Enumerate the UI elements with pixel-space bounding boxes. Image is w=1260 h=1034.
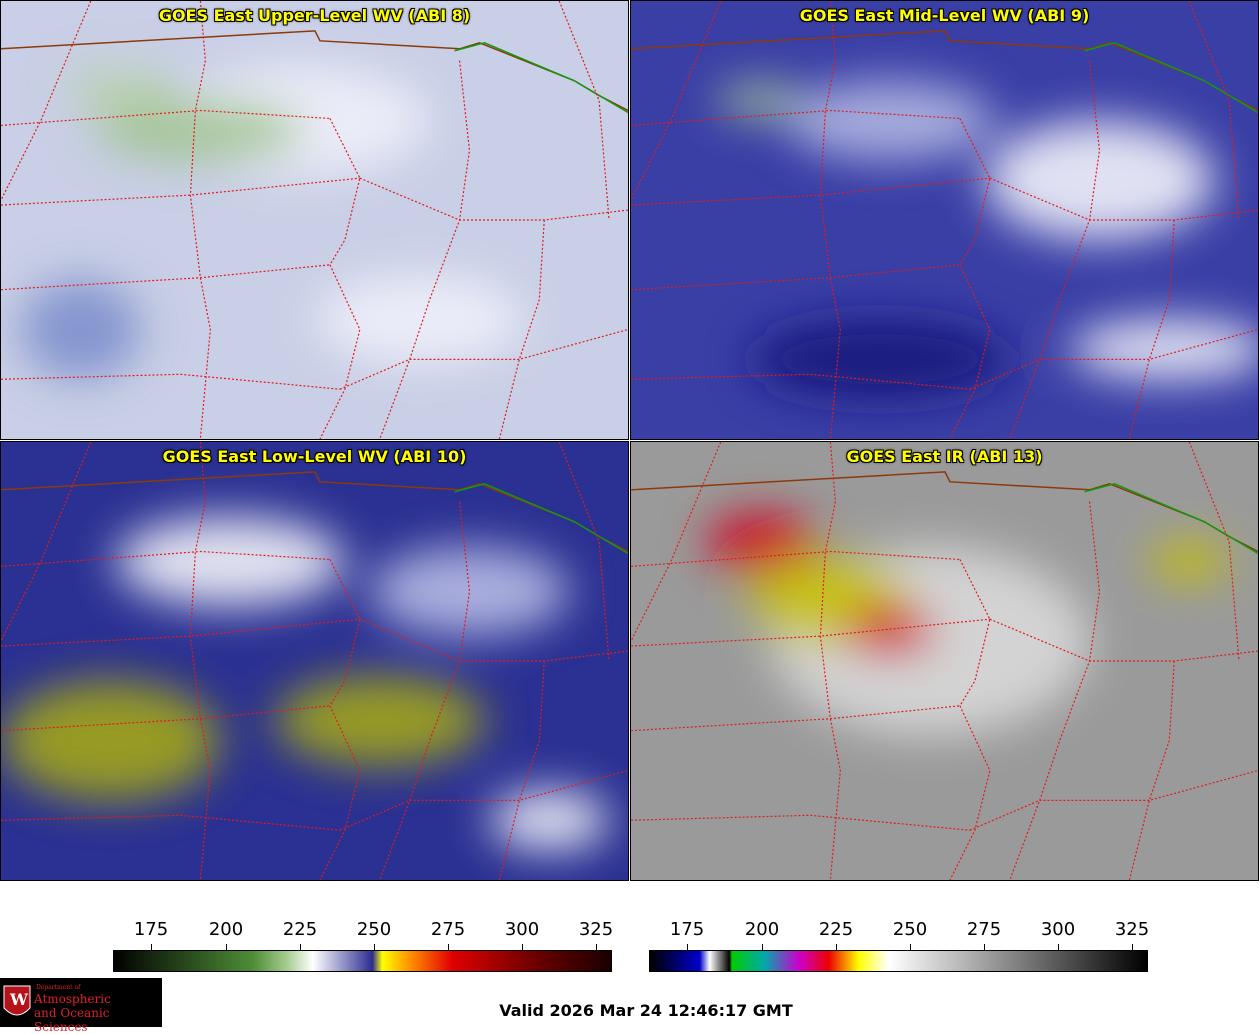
panel-title: GOES East Mid-Level WV (ABI 9) — [799, 6, 1090, 25]
colorbar-tick — [836, 944, 837, 950]
colorbar-tick — [226, 944, 227, 950]
satellite-image-mid-wv — [631, 1, 1258, 439]
panel-low-level-wv: GOES East Low-Level WV (ABI 10) — [0, 441, 629, 881]
colorbar-tick — [522, 944, 523, 950]
satellite-image-ir — [631, 442, 1258, 880]
colorbar-tick-label: 325 — [578, 919, 614, 940]
colorbar-tick — [762, 944, 763, 950]
colorbar-tick — [1058, 944, 1059, 950]
satellite-image-low-wv — [1, 442, 628, 880]
colorbar-tick-label: 300 — [504, 919, 540, 940]
colorbar-tick — [151, 944, 152, 950]
colorbar-tick-label: 200 — [208, 919, 244, 940]
panel-title: GOES East IR (ABI 13) — [846, 447, 1043, 466]
uw-crest-icon — [3, 985, 31, 1016]
colorbar-tick-label: 225 — [282, 919, 318, 940]
panel-ir: GOES East IR (ABI 13) — [630, 441, 1259, 881]
panel-upper-level-wv: GOES East Upper-Level WV (ABI 8) — [0, 0, 629, 440]
panel-title: GOES East Upper-Level WV (ABI 8) — [158, 6, 471, 25]
colorbar-tick-label: 325 — [1114, 919, 1150, 940]
ir-colorbar — [649, 950, 1148, 972]
colorbar-tick-label: 275 — [966, 919, 1002, 940]
colorbar-tick-label: 175 — [669, 919, 705, 940]
logo-badge: W — [10, 990, 28, 1009]
panel-mid-level-wv: GOES East Mid-Level WV (ABI 9) — [630, 0, 1259, 440]
satellite-image-upper-wv — [1, 1, 628, 439]
colorbar-tick — [596, 944, 597, 950]
colorbar-tick-label: 225 — [818, 919, 854, 940]
valid-time: Valid 2026 Mar 24 12:46:17 GMT — [499, 1001, 793, 1020]
logo-line2: Atmospheric — [34, 992, 111, 1006]
colorbar-tick — [374, 944, 375, 950]
colorbar-tick — [984, 944, 985, 950]
colorbar-tick — [448, 944, 449, 950]
wv-colorbar — [113, 950, 612, 972]
colorbar-tick — [1132, 944, 1133, 950]
panel-title: GOES East Low-Level WV (ABI 10) — [162, 447, 467, 466]
colorbar-tick-label: 300 — [1040, 919, 1076, 940]
colorbar-tick-label: 175 — [133, 919, 169, 940]
colorbar-tick-label: 275 — [430, 919, 466, 940]
colorbar-tick-label: 250 — [356, 919, 392, 940]
colorbar-tick — [300, 944, 301, 950]
colorbar-tick-label: 200 — [744, 919, 780, 940]
colorbar-tick — [687, 944, 688, 950]
colorbar-tick-label: 250 — [892, 919, 928, 940]
logo-line1: Department of — [36, 984, 81, 991]
colorbar-tick — [910, 944, 911, 950]
